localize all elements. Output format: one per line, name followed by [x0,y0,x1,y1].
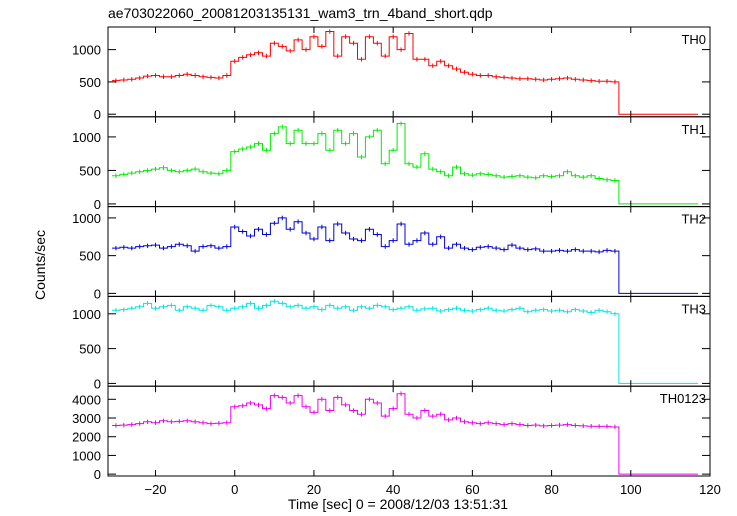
x-tick-label: 20 [307,482,321,497]
panel-th0123: 0 1000 2000 3000 4000 TH0123 [72,385,711,482]
y-tick-label: 1000 [72,211,101,226]
y-tick-label: 0 [94,467,101,482]
series-line [112,31,699,115]
series-line [112,123,699,205]
panel-frame [107,295,711,387]
y-tick-label: 1000 [72,130,101,145]
x-axis-label: Time [sec] 0 = 2008/12/03 13:51:31 [288,496,508,512]
panel-label: TH1 [681,122,706,137]
x-tick-label: 60 [465,482,479,497]
panel-th1: 0 500 1000 TH1 [72,116,711,212]
y-tick-label: 1000 [72,448,101,463]
x-tick-label: 40 [386,482,400,497]
panel-label: TH0 [681,32,706,47]
panels: 0 500 1000 TH0 0 500 1000 TH1 0 500 1000 TH2 0 500 100… [72,26,711,482]
y-tick-label: 3000 [72,411,101,426]
y-tick-label: 500 [79,342,101,357]
x-tick-label: 80 [544,482,558,497]
y-tick-label: 500 [79,75,101,90]
x-axis: −20 0 20 40 60 80 100 120 [144,482,720,497]
panel-th0: 0 500 1000 TH0 [72,26,711,122]
y-tick-label: 2000 [72,430,101,445]
y-axis-label: Counts/sec [32,230,48,300]
y-tick-label: 0 [94,107,101,122]
y-tick-label: 4000 [72,392,101,407]
chart-title: ae703022060_20081203135131_wam3_trn_4ban… [108,5,493,21]
y-tick-label: 1000 [72,307,101,322]
y-tick-label: 500 [79,163,101,178]
panel-label: TH0123 [660,391,706,406]
y-tick-label: 0 [94,197,101,212]
y-tick-label: 0 [94,376,101,391]
y-tick-label: 1000 [72,43,101,58]
x-tick-label: 100 [620,482,642,497]
series-line [112,393,699,475]
panel-frame [107,385,711,477]
x-tick-label: −20 [144,482,166,497]
y-tick-label: 500 [79,249,101,264]
panel-label: TH2 [681,212,706,227]
panel-frame [107,26,711,118]
series-line [112,217,699,294]
panel-th2: 0 500 1000 TH2 [72,206,711,301]
x-tick-label: 0 [231,482,238,497]
y-tick-label: 0 [94,286,101,301]
panel-label: TH3 [681,301,706,316]
x-tick-label: 120 [699,482,721,497]
panel-th3: 0 500 1000 TH3 [72,295,711,391]
series-line [112,300,699,384]
